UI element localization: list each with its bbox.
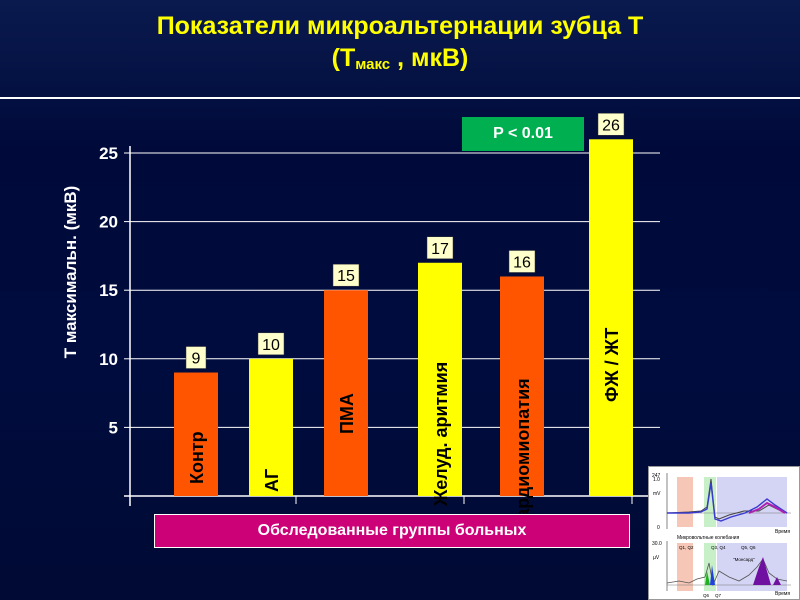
- y-tick-label: 20: [99, 213, 118, 232]
- ecg-top-ymax: 1.0: [653, 477, 660, 483]
- ecg-bottom-xlabel: Время: [775, 591, 790, 597]
- bar-5: [500, 276, 544, 496]
- data-label-2: 10: [262, 337, 280, 354]
- data-label-box-1: [185, 346, 207, 369]
- title-line-2-tail: , мкВ): [390, 44, 469, 72]
- bar-4: [418, 262, 462, 496]
- data-label-box-2: [257, 332, 285, 356]
- data-label-box-5: [508, 250, 536, 273]
- bar-3: [324, 290, 368, 496]
- ecg-top-xlabel: Время: [775, 529, 790, 535]
- title-line-2-main: (Т: [331, 44, 356, 72]
- p-value-badge: P < 0.01: [462, 117, 584, 151]
- bar-6: [589, 139, 633, 496]
- ecg-top-marker: 247: [652, 473, 661, 479]
- category-label-1: Контр: [187, 431, 207, 484]
- y-tick-label: 25: [99, 144, 118, 163]
- data-label-box-6: [597, 113, 625, 136]
- data-label-1: 9: [192, 351, 201, 368]
- category-label-5: Кардиомиопатия: [513, 378, 533, 530]
- ecg-marker-1: Q1, Q2: [679, 545, 694, 550]
- ecg-bottom-ymax: 30.0: [652, 541, 662, 547]
- category-label-3: ПМА: [337, 393, 357, 434]
- slide-title: Показатели микроальтернации зубца Т (Тма…: [0, 10, 800, 81]
- ecg-thumbnail-image: 247 1.0 mV 0 Время Микровольтные колебан…: [648, 466, 800, 600]
- ecg-marker-5: Q7: [715, 593, 722, 598]
- ecg-highlight-blue: [717, 477, 787, 527]
- category-label-4: Желуд. аритмия: [431, 362, 451, 507]
- ecg-marker-6: "Монсард": [733, 557, 755, 562]
- y-tick-label: 5: [109, 418, 118, 437]
- title-line-2-subscript: макс: [355, 56, 391, 73]
- title-line-2: (Тмакс , мкВ): [0, 42, 800, 81]
- ecg-highlight-green: [704, 477, 716, 527]
- ecg-marker-3: Q5, Q6: [741, 545, 756, 550]
- data-label-6: 26: [602, 117, 620, 134]
- data-label-5: 16: [513, 254, 531, 271]
- y-tick-label: 10: [99, 350, 118, 369]
- data-label-3: 15: [337, 268, 355, 285]
- bar-1: [174, 372, 218, 496]
- ecg-marker-4: Q6: [703, 593, 710, 598]
- category-label-6: ФЖ / ЖТ: [602, 328, 622, 402]
- category-label-2: АГ: [262, 469, 282, 492]
- y-tick-label: 15: [99, 281, 118, 300]
- x-axis-label-box: Обследованные группы больных: [154, 514, 630, 548]
- ecg-top-unit: mV: [653, 491, 661, 497]
- y-axis-title: Т максимальн. (мкВ): [61, 186, 80, 359]
- data-label-box-4: [426, 236, 454, 260]
- ecg-bottom-unit: µV: [653, 555, 660, 561]
- ecg-bottom-caption: Микровольтные колебания: [677, 535, 740, 541]
- data-label-box-3: [332, 263, 360, 287]
- title-line-1: Показатели микроальтернации зубца Т: [156, 12, 644, 40]
- ecg-marker-2: Q3, Q4: [711, 545, 726, 550]
- title-divider: [0, 97, 800, 99]
- bar-2: [249, 358, 293, 496]
- ecg-highlight-orange: [677, 477, 693, 527]
- ecg-top-zero: 0: [657, 525, 660, 531]
- data-label-4: 17: [431, 241, 449, 258]
